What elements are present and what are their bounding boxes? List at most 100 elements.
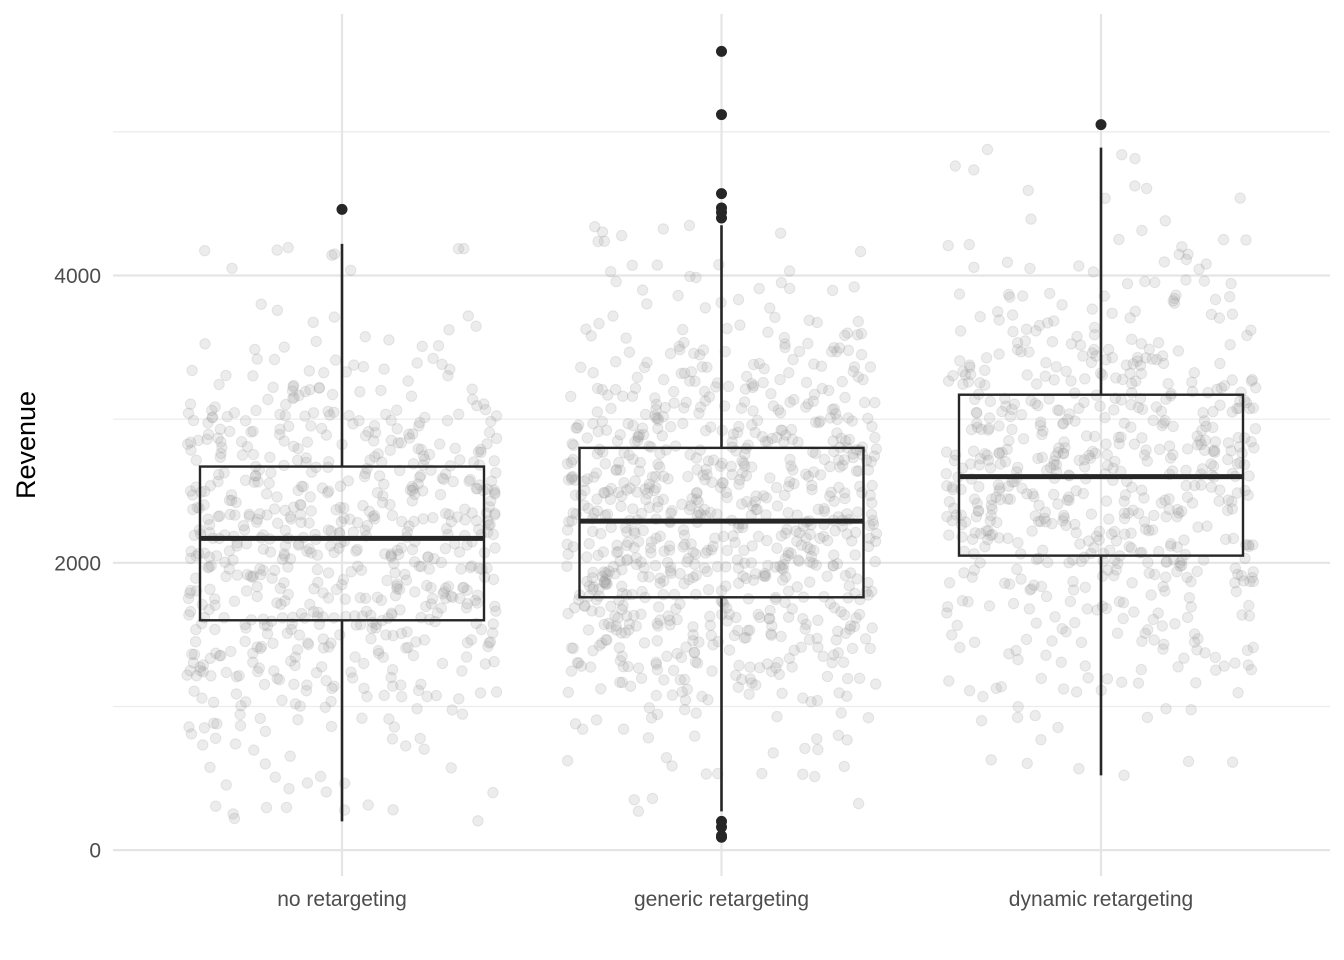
jitter-point: [821, 570, 833, 582]
jitter-point: [596, 384, 608, 396]
jitter-point: [483, 501, 496, 513]
jitter-point: [674, 674, 686, 686]
jitter-point: [1002, 480, 1015, 492]
jitter-point: [570, 422, 582, 434]
jitter-point: [1116, 149, 1128, 161]
jitter-point: [1063, 557, 1075, 569]
jitter-point: [1124, 367, 1136, 380]
jitter-point: [454, 592, 466, 605]
jitter-point: [1125, 542, 1138, 554]
jitter-point: [1000, 400, 1012, 412]
jitter-point: [301, 545, 313, 557]
jitter-point: [1074, 538, 1086, 550]
jitter-point: [940, 468, 952, 480]
jitter-point: [251, 641, 263, 653]
jitter-point: [289, 698, 302, 710]
jitter-point: [1036, 451, 1049, 464]
jitter-point: [1135, 338, 1148, 350]
jitter-point: [577, 723, 589, 735]
jitter-point: [716, 457, 728, 469]
jitter-point: [759, 567, 771, 580]
jitter-point: [582, 502, 594, 514]
jitter-point: [821, 534, 834, 547]
jitter-point: [387, 629, 399, 642]
jitter-point: [1217, 233, 1230, 246]
jitter-point: [190, 670, 203, 682]
jitter-point: [214, 650, 226, 662]
jitter-point: [251, 590, 263, 603]
jitter-point: [841, 672, 854, 685]
jitter-point: [1174, 560, 1186, 572]
jitter-point: [1190, 677, 1202, 689]
jitter-point: [301, 679, 313, 691]
jitter-point: [632, 662, 645, 674]
jitter-point: [1157, 357, 1170, 370]
jitter-point: [814, 469, 827, 481]
jitter-point: [593, 590, 605, 602]
jitter-point: [581, 432, 593, 444]
jitter-point: [743, 688, 755, 700]
jitter-point: [770, 481, 783, 494]
jitter-point: [1102, 343, 1115, 356]
jitter-point: [1215, 382, 1228, 394]
jitter-point: [831, 346, 843, 358]
jitter-point: [974, 557, 986, 569]
jitter-point: [254, 508, 266, 520]
jitter-point: [652, 458, 664, 470]
jitter-point: [621, 553, 633, 566]
jitter-point: [837, 459, 849, 471]
jitter-point: [426, 592, 439, 605]
jitter-point: [585, 330, 597, 342]
jitter-point: [694, 401, 707, 413]
jitter-point: [264, 546, 277, 558]
jitter-point: [1033, 499, 1045, 511]
jitter-point: [404, 484, 417, 496]
jitter-point: [1182, 755, 1195, 768]
jitter-point: [855, 327, 868, 340]
jitter-point: [395, 627, 408, 640]
jitter-point: [192, 434, 205, 447]
jitter-point: [1140, 182, 1153, 195]
jitter-point: [489, 600, 501, 612]
jitter-point: [651, 708, 664, 720]
jitter-point: [632, 535, 645, 548]
jitter-point: [699, 395, 711, 407]
jitter-point: [804, 528, 816, 540]
jitter-point: [1229, 562, 1242, 574]
jitter-point: [754, 662, 766, 674]
jitter-point: [490, 686, 503, 698]
jitter-point: [964, 458, 977, 470]
jitter-point: [979, 541, 991, 553]
jitter-point: [734, 474, 746, 486]
jitter-point: [563, 516, 575, 528]
jitter-point: [415, 443, 427, 456]
jitter-point: [683, 573, 695, 586]
jitter-point: [271, 304, 284, 316]
jitter-point: [833, 481, 845, 494]
jitter-point: [185, 444, 197, 456]
jitter-point: [840, 435, 852, 447]
jitter-point: [943, 496, 956, 508]
jitter-point: [637, 428, 650, 441]
jitter-point: [603, 565, 615, 577]
jitter-point: [300, 685, 313, 697]
jitter-point: [653, 601, 665, 613]
jitter-point: [415, 469, 427, 482]
jitter-point: [274, 423, 286, 435]
jitter-point: [227, 554, 239, 566]
jitter-point: [1213, 495, 1225, 507]
jitter-point: [850, 444, 863, 456]
jitter-point: [435, 556, 448, 569]
jitter-point: [230, 671, 243, 683]
jitter-point: [184, 587, 196, 599]
jitter-point: [864, 489, 876, 501]
jitter-point: [215, 649, 227, 662]
jitter-point: [616, 676, 628, 689]
jitter-point: [1085, 356, 1098, 369]
jitter-point: [623, 449, 635, 461]
jitter-point: [225, 489, 238, 501]
jitter-point: [809, 770, 821, 783]
jitter-point: [1242, 489, 1254, 501]
jitter-point: [757, 376, 769, 389]
jitter-point: [992, 306, 1004, 318]
